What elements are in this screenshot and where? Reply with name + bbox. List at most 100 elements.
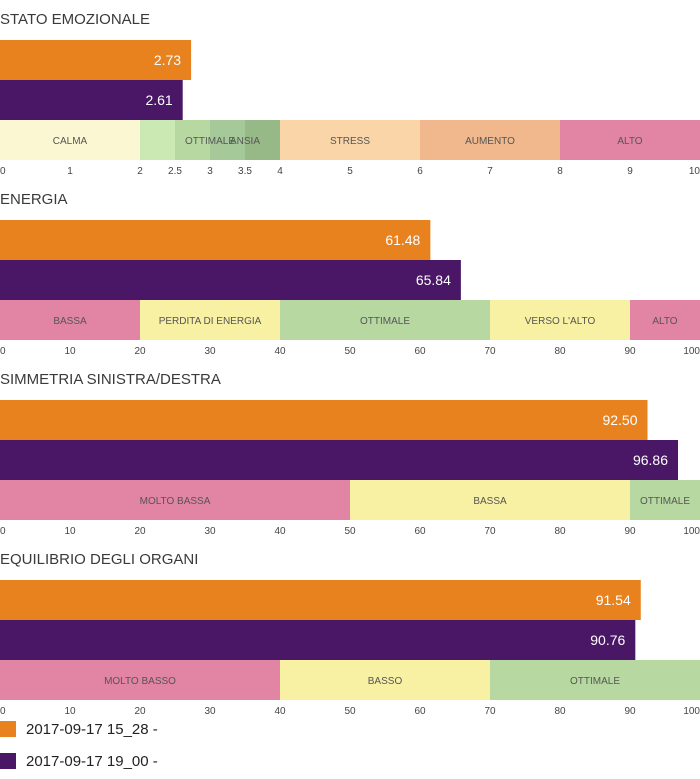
- range-band: [175, 120, 210, 160]
- bar: [0, 40, 192, 80]
- x-tick-label: 40: [274, 526, 286, 537]
- range-band: [490, 660, 700, 700]
- range-band-label: BASSA: [53, 316, 87, 327]
- x-tick-label: 0: [0, 166, 6, 177]
- x-tick-label: 60: [414, 526, 426, 537]
- x-tick-label: 50: [344, 706, 356, 717]
- bar: [0, 80, 183, 120]
- bar-value-label: 2.73: [154, 52, 181, 68]
- bar-value-label: 92.50: [602, 412, 637, 428]
- range-band-label: CALMA: [53, 136, 88, 147]
- chart-title: ENERGIA: [0, 191, 68, 208]
- x-tick-label: 20: [134, 526, 146, 537]
- bar-value-label: 96.86: [633, 452, 668, 468]
- range-band: [0, 120, 140, 160]
- range-band-label: BASSA: [473, 496, 507, 507]
- range-band: [490, 300, 630, 340]
- range-band-label: PERDITA DI ENERGIA: [159, 316, 262, 327]
- range-band: [245, 120, 280, 160]
- bar: [0, 220, 431, 260]
- x-tick-label: 60: [414, 706, 426, 717]
- x-tick-label: 10: [689, 166, 700, 177]
- bar-value-label: 90.76: [590, 632, 625, 648]
- x-tick-label: 90: [624, 706, 636, 717]
- range-band-label: OTTIMALE: [185, 136, 235, 147]
- bar-value-label: 65.84: [416, 272, 451, 288]
- range-band-label: OTTIMALE: [360, 316, 410, 327]
- range-band-label: BASSO: [368, 676, 403, 687]
- x-tick-label: 30: [204, 526, 216, 537]
- legend-swatch-orange: [0, 721, 16, 737]
- x-tick-label: 20: [134, 706, 146, 717]
- bar: [0, 260, 461, 300]
- range-band: [560, 120, 700, 160]
- range-band: [420, 120, 560, 160]
- x-tick-label: 70: [484, 346, 496, 357]
- bar: [0, 580, 641, 620]
- chart-panel-simmetria: SIMMETRIA SINISTRA/DESTRA 92.50 96.86 MOLT…: [0, 360, 700, 540]
- bar: [0, 440, 679, 480]
- legend-item[interactable]: 2017-09-17 19_00 -: [0, 747, 700, 779]
- chart-title: STATO EMOZIONALE: [0, 11, 151, 28]
- range-band-label: VERSO L'ALTO: [525, 316, 596, 327]
- legend-label: 2017-09-17 19_00 -: [26, 753, 158, 770]
- range-band: [140, 300, 280, 340]
- range-band-label: ALTO: [652, 316, 677, 327]
- range-band: [280, 300, 490, 340]
- range-band: [280, 120, 420, 160]
- chart-title: SIMMETRIA SINISTRA/DESTRA: [0, 371, 221, 388]
- range-band: [350, 480, 630, 520]
- range-band: [630, 480, 700, 520]
- x-tick-label: 10: [64, 346, 76, 357]
- x-tick-label: 4: [277, 166, 283, 177]
- range-band-label: AUMENTO: [465, 136, 515, 147]
- x-tick-label: 3: [207, 166, 213, 177]
- x-tick-label: 30: [204, 706, 216, 717]
- bar-value-label: 2.61: [145, 92, 172, 108]
- x-tick-label: 2: [137, 166, 143, 177]
- chart-energia: 61.48 65.84 BASSA PERDITA DI ENERGIA OTTIMAL…: [0, 220, 700, 357]
- range-band-label: MOLTO BASSO: [104, 676, 176, 687]
- x-tick-label: 80: [554, 346, 566, 357]
- chart-simmetria: 92.50 96.86 MOLTO BASSA BASSA OTTIMALE 0 10 20 3…: [0, 400, 700, 537]
- x-tick-label: 80: [554, 526, 566, 537]
- chart-title: EQUILIBRIO DEGLI ORGANI: [0, 551, 199, 568]
- x-tick-label: 3.5: [238, 166, 252, 177]
- chart-panel-equilibrio: EQUILIBRIO DEGLI ORGANI 91.54 90.76 MOLTO …: [0, 540, 700, 720]
- x-tick-label: 6: [417, 166, 423, 177]
- bar-value-label: 61.48: [385, 232, 420, 248]
- range-band-label: MOLTO BASSA: [140, 496, 211, 507]
- x-tick-label: 70: [484, 706, 496, 717]
- x-tick-label: 50: [344, 526, 356, 537]
- range-band-label: ALTO: [617, 136, 642, 147]
- range-band: [0, 480, 350, 520]
- range-band-label: STRESS: [330, 136, 370, 147]
- x-tick-label: 20: [134, 346, 146, 357]
- range-band: [140, 120, 175, 160]
- chart-panel-energia: ENERGIA 61.48 65.84 BASSA PERDITA DI ENERGI…: [0, 180, 700, 360]
- x-tick-label: 2.5: [168, 166, 182, 177]
- range-band: [0, 300, 140, 340]
- x-tick-label: 90: [624, 346, 636, 357]
- x-tick-label: 100: [683, 346, 700, 357]
- legend-label: 2017-09-17 15_28 -: [26, 721, 158, 738]
- range-band-label: OTTIMALE: [570, 676, 620, 687]
- x-tick-label: 70: [484, 526, 496, 537]
- range-band: [0, 660, 280, 700]
- range-band: [210, 120, 245, 160]
- range-band-label: OTTIMALE: [640, 496, 690, 507]
- legend-item[interactable]: 2017-09-17 15_28 -: [0, 715, 700, 747]
- x-tick-label: 0: [0, 346, 6, 357]
- bar-value-label: 91.54: [596, 592, 631, 608]
- x-tick-label: 0: [0, 526, 6, 537]
- x-tick-label: 50: [344, 346, 356, 357]
- x-tick-label: 90: [624, 526, 636, 537]
- legend-swatch-purple: [0, 753, 16, 769]
- x-tick-label: 5: [347, 166, 353, 177]
- x-tick-label: 100: [683, 526, 700, 537]
- x-tick-label: 40: [274, 346, 286, 357]
- x-tick-label: 30: [204, 346, 216, 357]
- x-tick-label: 9: [627, 166, 633, 177]
- x-tick-label: 60: [414, 346, 426, 357]
